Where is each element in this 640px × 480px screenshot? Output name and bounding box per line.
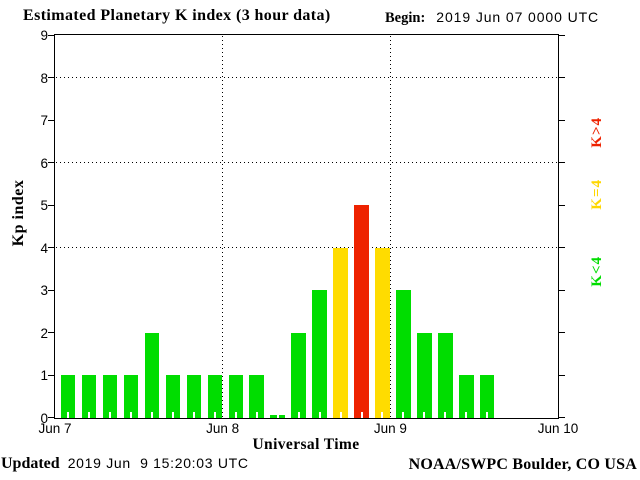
updated-time-row: Updated 2019 Jun 9 15:20:03 UTC [1, 455, 249, 473]
y-tick-left-0 [48, 417, 54, 418]
kp-bar [81, 375, 97, 418]
y-tick-label-2: 2 [40, 325, 48, 341]
y-tick-left-8 [48, 77, 54, 78]
kp-bar [144, 332, 160, 418]
kp-bar [459, 375, 474, 418]
updated-label: Updated [1, 455, 60, 472]
y-tick-left-2 [48, 332, 54, 333]
bar-base-tick [360, 411, 363, 418]
bar-base-tick [318, 411, 321, 418]
gridline-kp-6 [56, 162, 557, 163]
gridline-kp-8 [56, 77, 557, 78]
noaa-swpc-credit: NOAA/SWPC Boulder, CO USA [408, 456, 637, 473]
y-tick-left-9 [48, 34, 54, 36]
begin-label: Begin: [385, 10, 426, 26]
x-axis-title: Universal Time [252, 436, 360, 453]
y-tick-label-7: 7 [40, 113, 48, 128]
y-tick-right-7 [559, 119, 565, 121]
chart-title: Estimated Planetary K index (3 hour data… [23, 7, 331, 24]
kp-bar [417, 332, 432, 418]
bar-base-tick [486, 411, 489, 418]
kp-bar [186, 375, 202, 418]
bar-base-tick [129, 411, 132, 418]
kp-bar [291, 332, 306, 418]
bar-base-tick [213, 411, 216, 418]
begin-time-row: Begin: 2019 Jun 07 0000 UTC [385, 9, 599, 27]
kp-bar [480, 375, 495, 418]
y-tick-left-1 [48, 374, 54, 376]
y-tick-label-1: 1 [40, 368, 48, 383]
legend-k-gt-4: K>4 [589, 117, 605, 148]
bar-base-tick [255, 411, 258, 418]
plot-frame [54, 34, 559, 419]
bar-base-tick [339, 411, 342, 418]
kp-bar [333, 247, 348, 418]
bar-base-tick [150, 411, 153, 418]
bar-base-tick [402, 411, 405, 418]
gridline-kp-4 [56, 247, 557, 248]
bar-base-tick [88, 411, 91, 418]
bar-base-tick [423, 411, 426, 418]
y-tick-left-3 [48, 289, 54, 291]
legend-k-eq-4: K=4 [589, 179, 605, 210]
y-tick-right-2 [559, 332, 565, 333]
kp-bar [165, 375, 181, 418]
x-tick-label-Jun-10: Jun 10 [537, 421, 579, 436]
x-tick-label-Jun-8: Jun 8 [206, 421, 240, 436]
kp-bar [123, 375, 139, 418]
y-tick-right-8 [559, 77, 565, 78]
kp-bar [375, 247, 390, 418]
gridline-day-2 [389, 36, 391, 417]
kp-bar [312, 290, 327, 418]
legend-k-lt-4: K<4 [589, 256, 605, 287]
kp-bar [207, 375, 223, 418]
y-tick-right-9 [559, 34, 565, 36]
bar-base-tick [381, 411, 384, 418]
y-tick-right-0 [559, 417, 565, 418]
y-tick-label-0: 0 [40, 410, 48, 426]
bar-base-tick [192, 411, 195, 418]
x-tick-label-Jun-7: Jun 7 [38, 421, 72, 436]
y-tick-left-7 [48, 119, 54, 121]
gridline-day-1 [222, 36, 224, 417]
kp-bar [396, 290, 411, 418]
bar-base-tick [109, 411, 112, 418]
bar-base-tick [67, 411, 70, 418]
y-tick-left-6 [48, 162, 54, 163]
kp-bar [354, 205, 369, 418]
kp-bar [102, 375, 118, 418]
bar-base-tick [171, 411, 174, 418]
y-tick-label-9: 9 [40, 28, 48, 43]
begin-value: 2019 Jun 07 0000 UTC [436, 9, 600, 25]
bar-base-tick [444, 411, 447, 418]
y-tick-right-4 [559, 247, 565, 248]
y-tick-label-8: 8 [40, 70, 48, 86]
bar-base-tick [276, 411, 279, 418]
updated-value: 2019 Jun 9 15:20:03 UTC [67, 455, 249, 471]
kp-bar [249, 375, 264, 418]
y-tick-label-4: 4 [40, 240, 48, 256]
y-tick-left-4 [48, 247, 54, 248]
y-tick-right-5 [559, 204, 565, 206]
y-tick-right-1 [559, 374, 565, 376]
y-tick-left-5 [48, 204, 54, 206]
y-tick-label-6: 6 [40, 155, 48, 171]
kp-bar [228, 375, 243, 418]
y-tick-right-6 [559, 162, 565, 163]
kp-bar [438, 332, 453, 418]
y-tick-label-3: 3 [40, 283, 48, 298]
kp-bar [60, 375, 76, 418]
y-tick-right-3 [559, 289, 565, 291]
x-tick-label-Jun-9: Jun 9 [373, 421, 407, 436]
y-tick-label-5: 5 [40, 198, 48, 213]
bar-base-tick [234, 411, 237, 418]
bar-base-tick [297, 411, 300, 418]
bar-base-tick [465, 411, 468, 418]
